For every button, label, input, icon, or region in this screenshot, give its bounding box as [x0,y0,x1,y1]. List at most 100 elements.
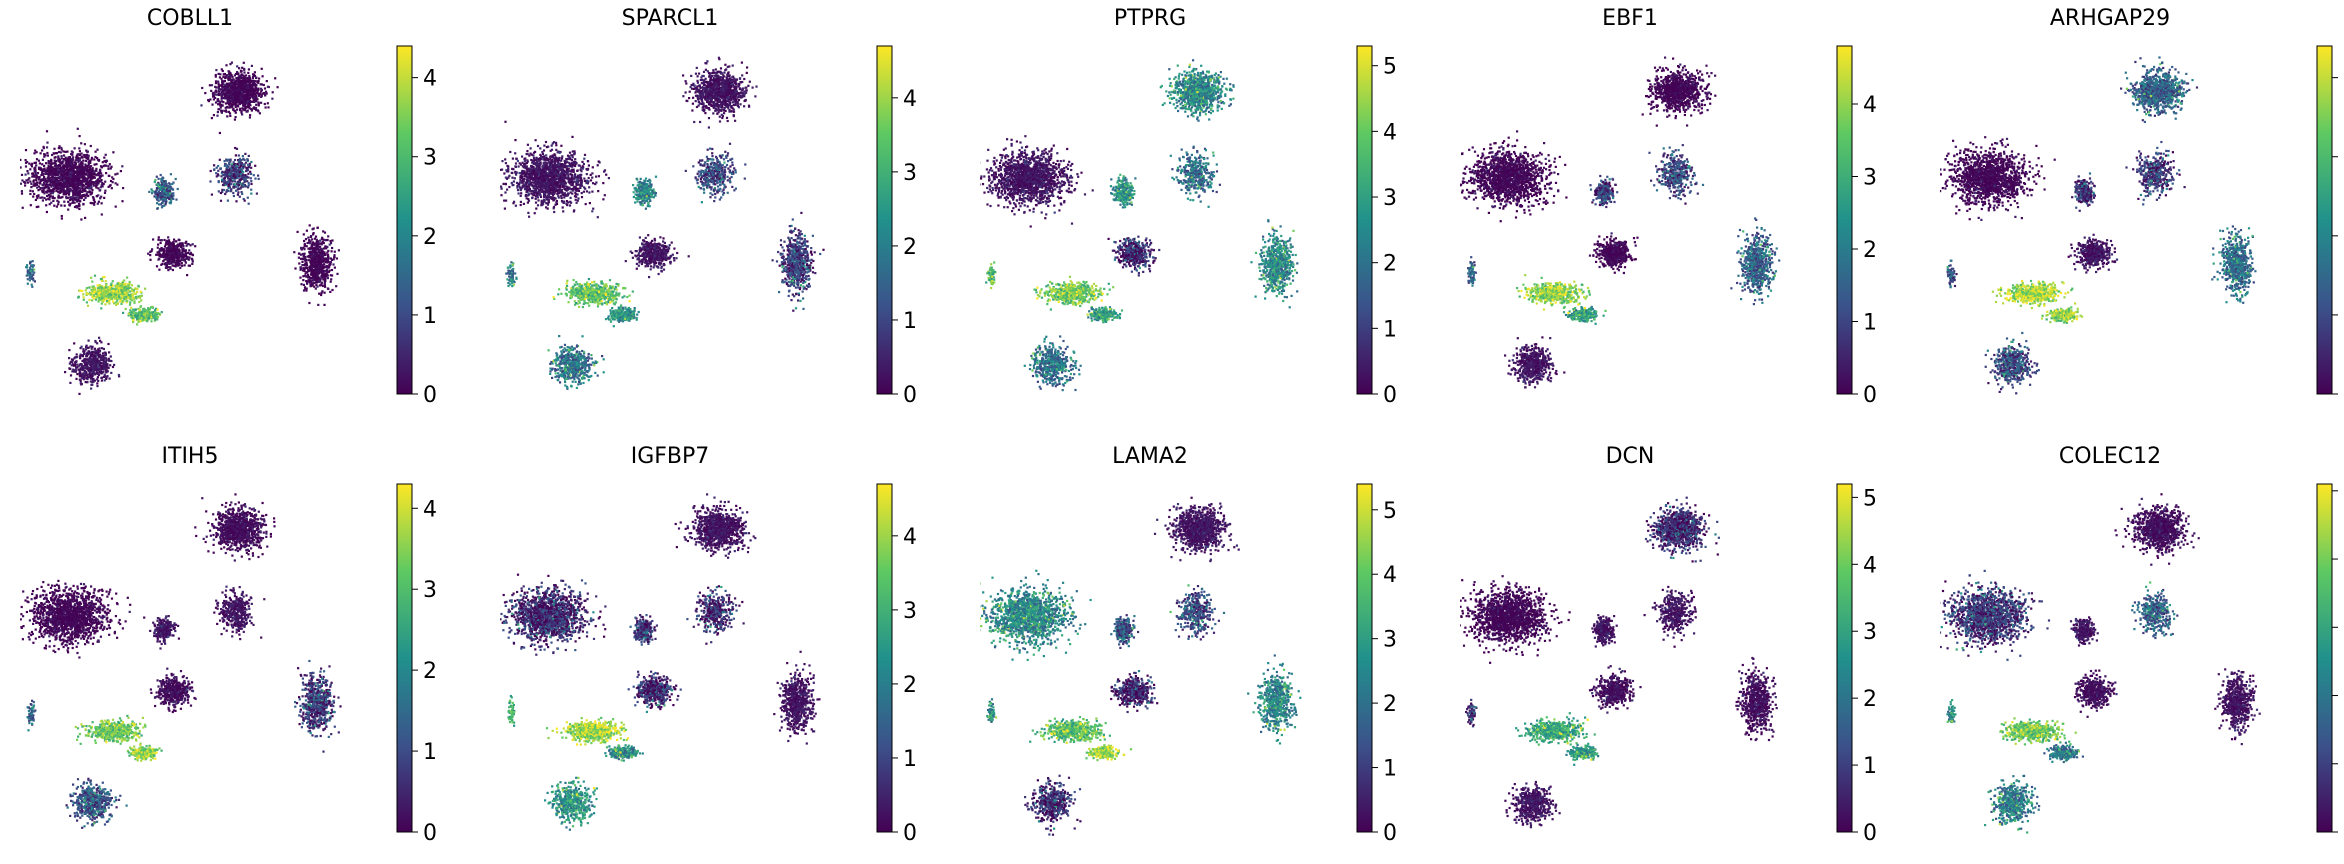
cluster-center [628,671,682,713]
colorbar-tick-label: 2 [1383,252,1397,277]
cluster-tiny-left [1947,260,1958,289]
cluster-far-right [2214,668,2261,745]
cluster-tiny-left [985,261,996,289]
umap-scatter [20,40,360,400]
colorbar-tick-label: 2 [903,673,917,698]
colorbar-tick-label: 1 [1863,754,1877,779]
colorbar-tick-label: 2 [1863,687,1877,712]
colorbar-tick-label: 3 [1863,620,1877,645]
cluster-tiny-left [1467,256,1477,287]
cluster-left-stream [77,275,146,310]
colorbar-tick-label: 5 [1383,55,1397,80]
cluster-bottom-left [64,337,120,395]
colorbar-tick-label: 2 [1383,692,1397,717]
cluster-small-mid [632,176,657,210]
colorbar-gradient [1357,46,1372,394]
colorbar-tick-label: 3 [1383,628,1397,653]
cluster-bottom-left [1504,336,1565,388]
cluster-small-mid [1110,174,1137,209]
cluster-center [1589,232,1639,274]
colorbar-tick-label: 3 [1383,186,1397,211]
cluster-small-mid [2070,616,2099,646]
cluster-big-left [1940,136,2056,221]
cluster-left-stream [1033,276,1114,311]
colorbar-tick-label: 0 [1863,821,1877,844]
colorbar-tick-label: 2 [423,225,437,250]
cluster-big-left [20,580,145,659]
colorbar-tick-label: 3 [903,161,917,186]
cluster-stream-tail [127,743,163,762]
cluster-far-right [1730,217,1780,305]
cluster-top-right [2115,493,2200,566]
cluster-stream-tail [1565,743,1599,766]
colorbar-gradient [1837,484,1852,832]
colorbar-gradient [397,484,412,832]
cluster-left-stream [553,278,634,308]
cluster-tiny-left [507,695,515,727]
cluster-left-stream [75,715,147,745]
panel-title: SPARCL1 [500,6,840,31]
colorbar-tick-label: 1 [903,309,917,334]
cluster-top-right [1154,497,1240,563]
colorbar-tick-label: 0 [903,383,917,406]
cluster-branch-right [2125,141,2185,206]
cluster-big-left [980,570,1092,661]
cluster-stream-tail [2041,302,2083,324]
cluster-big-left [1460,130,1568,222]
cluster-far-right [2211,225,2256,304]
cluster-small-mid [2071,172,2096,212]
colorbar-tick-label: 2 [903,235,917,260]
panel-title: PTPRG [980,6,1320,31]
cluster-stream-tail [2043,742,2084,763]
cluster-branch-right [1170,146,1221,208]
colorbar-tick-label: 4 [423,67,437,92]
cluster-branch-right [1170,584,1226,640]
umap-scatter [1940,40,2280,400]
cluster-bottom-left [1024,335,1082,391]
colorbar-gradient [1837,46,1852,394]
cluster-small-mid [1591,614,1618,648]
colorbar-tick-label: 5 [1863,486,1877,511]
cluster-big-left [1940,570,2050,661]
colorbar-gradient [877,46,892,394]
cluster-left-stream [1516,274,1591,311]
cluster-stream-tail [604,744,644,762]
umap-panel-colec12: COLEC12012345 [1940,444,2344,864]
cluster-top-right [1642,57,1717,127]
umap-scatter [980,478,1320,838]
cluster-center [1108,236,1161,277]
panel-title: DCN [1460,444,1800,469]
panel-title: LAMA2 [980,444,1320,469]
cluster-branch-right [213,586,265,641]
cluster-bottom-left [66,778,128,829]
colorbar-tick-label: 2 [423,659,437,684]
cluster-bottom-left [1024,775,1082,836]
cluster-far-right [1250,219,1298,308]
colorbar-tick-label: 4 [1383,120,1397,145]
colorbar-tick-label: 1 [423,740,437,765]
cluster-top-right [1645,497,1720,563]
cluster-top-right [675,493,757,559]
colorbar-tick-label: 4 [1863,93,1877,118]
umap-scatter [1940,478,2280,838]
cluster-tiny-left [1465,699,1478,728]
cluster-top-right [1160,59,1235,122]
umap-scatter [500,40,840,400]
cluster-bottom-left [544,777,598,831]
cluster-stream-tail [1087,306,1124,323]
colorbar-tick-label: 0 [903,821,917,844]
cluster-center [147,236,196,276]
colorbar-tick-label: 0 [423,383,437,406]
umap-scatter [980,40,1320,400]
cluster-big-left [1460,575,1571,664]
colorbar-tick-label: 1 [1863,311,1877,336]
cluster-tiny-left [25,260,36,288]
colorbar-tick-label: 1 [423,304,437,329]
